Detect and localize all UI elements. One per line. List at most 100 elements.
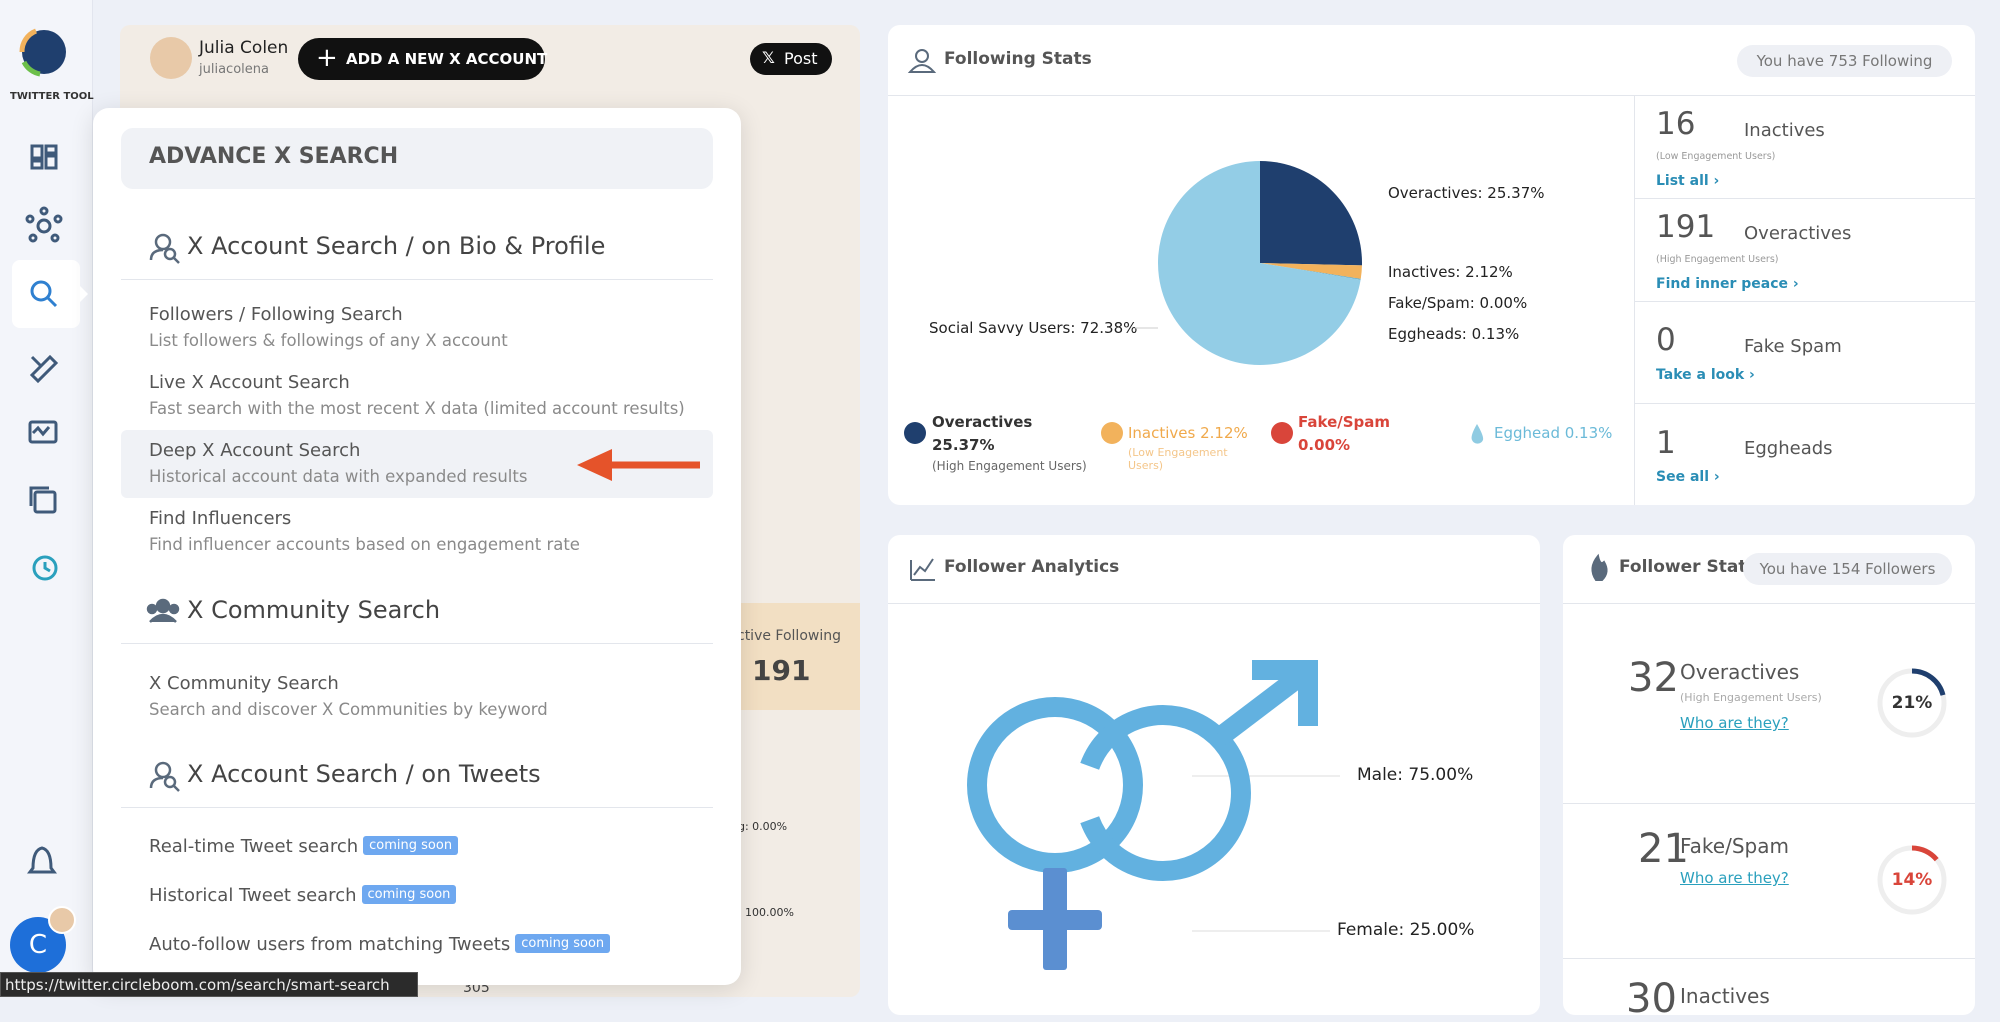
- count-label: Fake Spam: [1744, 336, 1842, 357]
- divider: [1634, 198, 1975, 199]
- menu-item[interactable]: Historical Tweet search: [149, 885, 357, 906]
- divider: [121, 279, 713, 280]
- count-label: Inactives: [1744, 120, 1825, 141]
- menu-row[interactable]: Real-time Tweet search coming soon: [149, 836, 459, 857]
- menu-row[interactable]: Auto-follow users from matching Tweets co…: [149, 934, 611, 955]
- legend-name: Fake/Spam: [1298, 413, 1391, 431]
- user-avatar[interactable]: [150, 37, 192, 79]
- sidebar: [0, 0, 93, 997]
- count-note: (High Engagement Users): [1680, 691, 1822, 704]
- count-label: Overactives: [1744, 223, 1852, 244]
- divider: [121, 807, 713, 808]
- divider: [888, 95, 1975, 96]
- count: 30: [1626, 976, 1677, 1022]
- menu-item-description: Find influencer accounts based on engage…: [149, 535, 580, 554]
- section-heading: X Account Search / on Bio & Profile: [187, 232, 606, 260]
- background-text: g: 0.00%: [738, 820, 788, 833]
- add-account-button[interactable]: [298, 38, 545, 80]
- divider: [1563, 958, 1975, 959]
- count-link[interactable]: See all ›: [1656, 469, 1720, 485]
- menu-item[interactable]: Followers / Following Search: [149, 304, 403, 325]
- active-nav-item[interactable]: [12, 260, 80, 328]
- divider: [121, 643, 713, 644]
- section-heading: X Account Search / on Tweets: [187, 760, 541, 788]
- count: 21: [1638, 826, 1689, 872]
- coming-soon-badge: coming soon: [515, 934, 611, 953]
- divider: [888, 603, 1540, 604]
- pie-callout: Fake/Spam: 0.00%: [1388, 294, 1528, 312]
- count-label: Eggheads: [1744, 438, 1833, 459]
- coming-soon-badge: coming soon: [361, 885, 457, 904]
- legend-name: Egghead 0.13%: [1494, 424, 1613, 442]
- gender-callout: Female: 25.00%: [1337, 920, 1475, 940]
- status-bar: https://twitter.circleboom.com/search/sm…: [0, 972, 418, 997]
- plus-icon: +: [316, 43, 338, 73]
- menu-item[interactable]: Find Influencers: [149, 508, 292, 529]
- pie-callout: Inactives: 2.12%: [1388, 263, 1513, 281]
- count-note: (High Engagement Users): [1656, 254, 1779, 265]
- user-name: Julia Colen: [199, 38, 289, 58]
- following-stats-panel: [888, 25, 1975, 505]
- user-handle: juliacolena: [199, 62, 269, 77]
- ratio-label: 14%: [1891, 870, 1933, 890]
- section-heading: X Community Search: [187, 596, 441, 624]
- background-text: 100.00%: [745, 906, 794, 919]
- menu-item-description: Search and discover X Communities by key…: [149, 700, 548, 719]
- count-label: Inactives: [1680, 984, 1770, 1008]
- x-logo: 𝕏: [762, 48, 775, 67]
- menu-item-description: Fast search with the most recent X data …: [149, 399, 685, 418]
- legend-name: Overactives: [932, 413, 1033, 431]
- menu-item[interactable]: Deep X Account Search: [149, 440, 361, 461]
- menu-header: [121, 128, 713, 189]
- follower-stats-panel: [1563, 535, 1975, 1015]
- count: 191: [1656, 209, 1716, 245]
- legend-value: 25.37%: [932, 436, 995, 454]
- count-link[interactable]: Find inner peace ›: [1656, 276, 1799, 292]
- menu-item[interactable]: Live X Account Search: [149, 372, 350, 393]
- count: 16: [1656, 106, 1696, 142]
- menu-item-description: Historical account data with expanded re…: [149, 467, 528, 486]
- count-link[interactable]: List all ›: [1656, 173, 1720, 189]
- count: 1: [1656, 425, 1676, 461]
- add-account-label[interactable]: ADD A NEW X ACCOUNT: [346, 50, 548, 68]
- menu-item-description: List followers & followings of any X acc…: [149, 331, 508, 350]
- background-text: ctive Following: [737, 628, 841, 644]
- pie-callout: Eggheads: 0.13%: [1388, 325, 1520, 343]
- menu-item[interactable]: X Community Search: [149, 673, 339, 694]
- background-text: 191: [752, 654, 811, 687]
- menu-row[interactable]: Historical Tweet search coming soon: [149, 885, 457, 906]
- summary-pill: You have 753 Following: [1737, 45, 1952, 77]
- count-label: Overactives: [1680, 660, 1800, 684]
- divider: [1563, 603, 1975, 604]
- count: 32: [1628, 655, 1679, 701]
- count-link[interactable]: Who are they?: [1680, 869, 1789, 887]
- panel-title: Follower Analytics: [944, 557, 1120, 577]
- menu-item[interactable]: Auto-follow users from matching Tweets: [149, 934, 511, 955]
- divider: [1634, 301, 1975, 302]
- brand: TWITTER TOOL: [10, 91, 94, 102]
- count-link[interactable]: Take a look ›: [1656, 367, 1755, 383]
- count-note: (Low Engagement Users): [1656, 151, 1776, 162]
- coming-soon-badge: coming soon: [363, 836, 459, 855]
- legend-note: (High Engagement Users): [932, 459, 1087, 473]
- divider: [1634, 403, 1975, 404]
- background-card: [735, 603, 860, 710]
- divider: [1563, 803, 1975, 804]
- pie-callout: Overactives: 25.37%: [1388, 184, 1545, 202]
- ratio-label: 21%: [1891, 693, 1933, 713]
- count: 0: [1656, 322, 1676, 358]
- menu-item[interactable]: Real-time Tweet search: [149, 836, 359, 857]
- account-avatar[interactable]: C: [10, 917, 66, 973]
- post-label[interactable]: Post: [784, 49, 818, 68]
- count-label: Fake/Spam: [1680, 834, 1789, 858]
- divider: [1634, 95, 1635, 505]
- count-link[interactable]: Who are they?: [1680, 714, 1789, 732]
- summary-pill: You have 154 Followers: [1743, 553, 1952, 585]
- gender-callout: Male: 75.00%: [1357, 765, 1474, 785]
- legend-note: (Low Engagement Users): [1128, 446, 1228, 472]
- post-button[interactable]: [750, 43, 832, 75]
- menu-title: ADVANCE X SEARCH: [149, 144, 399, 169]
- pie-callout: Social Savvy Users: 72.38%: [929, 319, 1138, 337]
